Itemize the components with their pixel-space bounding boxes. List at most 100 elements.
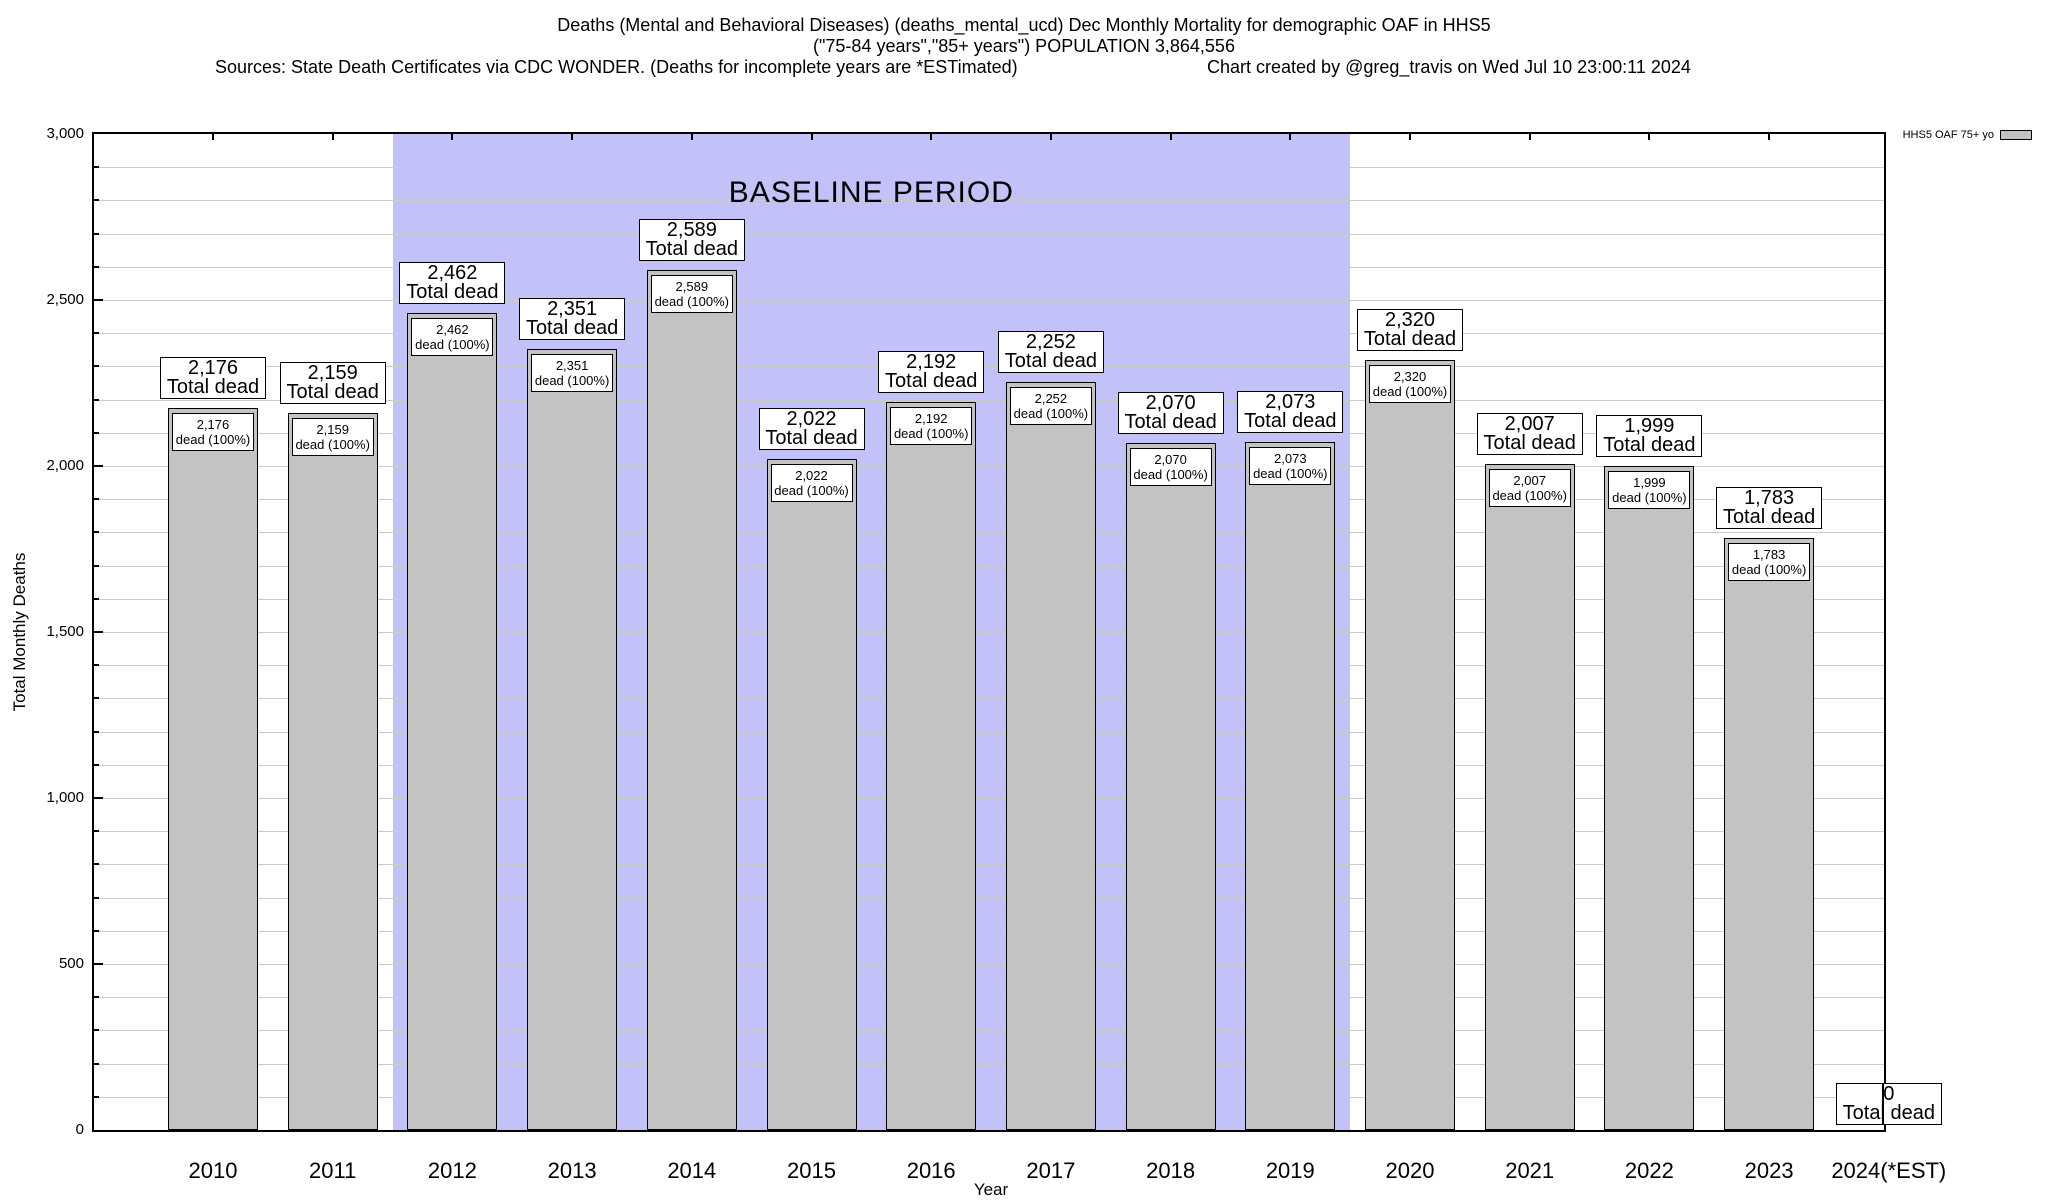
y-tick-mark bbox=[94, 398, 99, 401]
bar-value-callout-2014: 2,589 Total dead bbox=[638, 219, 745, 262]
y-gridline bbox=[94, 764, 1884, 766]
y-tick-mark bbox=[94, 963, 103, 965]
y-tick-mark bbox=[94, 1095, 99, 1098]
bar-inner-label-2014: 2,589 dead (100%) bbox=[650, 275, 733, 314]
bar-2011 bbox=[287, 413, 378, 1130]
y-tick-mark bbox=[94, 564, 99, 567]
y-gridline bbox=[94, 432, 1884, 434]
y-gridline bbox=[94, 1096, 1884, 1098]
callout-suffix: Total dead bbox=[1004, 350, 1098, 373]
bar-value-callout-2023: 1,783 Total dead bbox=[1716, 487, 1823, 530]
inner-label-suffix: dead (100%) bbox=[415, 336, 490, 352]
callout-value: 2,073 bbox=[1265, 390, 1316, 413]
callout-value: 2,007 bbox=[1504, 412, 1555, 435]
inner-label-value: 2,070 bbox=[1154, 451, 1187, 467]
y-tick-label-2500: 2,500 bbox=[46, 291, 84, 308]
bar-value-callout-2017: 2,252 Total dead bbox=[997, 331, 1104, 374]
y-tick-label-500: 500 bbox=[58, 955, 84, 972]
bar-inner-label-2020: 2,320 dead (100%) bbox=[1369, 364, 1451, 403]
y-gridline bbox=[94, 897, 1884, 899]
bar-2012 bbox=[407, 312, 498, 1130]
inner-label-value: 2,007 bbox=[1513, 472, 1546, 488]
bar-2010 bbox=[168, 407, 258, 1130]
y-tick-mark bbox=[94, 996, 99, 999]
x-tick-mark bbox=[1768, 134, 1771, 140]
bar-2018 bbox=[1125, 442, 1216, 1130]
callout-value: 2,022 bbox=[786, 407, 837, 430]
inner-label-suffix: dead (100%) bbox=[534, 373, 610, 389]
y-gridline bbox=[94, 864, 1884, 866]
x-tick-mark bbox=[810, 134, 813, 140]
x-tick-label-2017: 2017 bbox=[1026, 1158, 1076, 1183]
inner-label-value: 2,589 bbox=[675, 279, 709, 295]
bar-2016 bbox=[886, 402, 977, 1130]
inner-label-suffix: dead (100%) bbox=[1731, 562, 1807, 578]
callout-value: 2,252 bbox=[1025, 331, 1076, 354]
bar-inner-label-2023: 1,783 dead (100%) bbox=[1728, 543, 1811, 582]
inner-label-suffix: dead (100%) bbox=[175, 431, 251, 447]
y-gridline bbox=[94, 300, 1884, 301]
x-tick-mark bbox=[331, 134, 334, 140]
bar-inner-label-2018: 2,070 dead (100%) bbox=[1129, 447, 1212, 486]
baseline-period-label: BASELINE PERIOD bbox=[728, 176, 1014, 209]
callout-value: 2,070 bbox=[1145, 391, 1196, 414]
bar-2013 bbox=[527, 349, 618, 1130]
y-gridline bbox=[94, 930, 1884, 932]
bar-2021 bbox=[1484, 463, 1575, 1130]
callout-value: 2,159 bbox=[307, 362, 358, 385]
callout-suffix: Total dead bbox=[406, 280, 499, 303]
inner-label-value: 2,022 bbox=[795, 467, 828, 483]
chart-credit-note: Chart created by @greg_travis on Wed Jul… bbox=[1207, 57, 1691, 77]
bar-2017 bbox=[1005, 382, 1096, 1130]
x-tick-label-2022: 2022 bbox=[1624, 1158, 1674, 1183]
inner-label-suffix: dead (100%) bbox=[1612, 490, 1687, 506]
inner-label-suffix: dead (100%) bbox=[1253, 465, 1328, 481]
inner-label-value: 2,351 bbox=[555, 358, 589, 374]
y-gridline bbox=[94, 1063, 1884, 1065]
y-tick-mark bbox=[94, 1029, 99, 1032]
y-tick-mark bbox=[94, 830, 99, 833]
bar-value-callout-2020: 2,320 Total dead bbox=[1357, 308, 1463, 351]
callout-value: 2,192 bbox=[906, 351, 957, 374]
x-tick-label-2012: 2012 bbox=[427, 1158, 477, 1183]
y-gridline bbox=[94, 997, 1884, 999]
bar-2015 bbox=[766, 458, 857, 1130]
x-tick-mark bbox=[1049, 134, 1052, 140]
y-tick-mark bbox=[94, 896, 99, 899]
callout-value: 1,783 bbox=[1744, 487, 1795, 510]
y-tick-label-0: 0 bbox=[75, 1121, 84, 1138]
y-tick-mark bbox=[94, 465, 103, 467]
y-gridline bbox=[94, 731, 1884, 733]
x-tick-label-2024(*EST): 2024(*EST) bbox=[1831, 1158, 1947, 1183]
y-tick-mark bbox=[94, 531, 99, 534]
callout-value: 2,320 bbox=[1384, 308, 1436, 331]
x-axis-title: Year bbox=[973, 1180, 1009, 1199]
y-tick-mark bbox=[94, 498, 99, 501]
y-tick-mark bbox=[94, 365, 99, 368]
bar-2014 bbox=[646, 270, 737, 1130]
inner-label-suffix: dead (100%) bbox=[1133, 466, 1208, 482]
y-tick-mark bbox=[94, 929, 99, 932]
inner-label-value: 2,176 bbox=[196, 416, 230, 432]
plot-right-border-overlay bbox=[1882, 1083, 1884, 1125]
bar-inner-label-2013: 2,351 dead (100%) bbox=[531, 354, 614, 393]
y-gridline bbox=[94, 466, 1884, 467]
bar-inner-label-2015: 2,022 dead (100%) bbox=[770, 463, 853, 502]
callout-value: 2,589 bbox=[666, 219, 717, 242]
y-gridline bbox=[94, 964, 1884, 965]
y-gridline bbox=[94, 333, 1884, 335]
bar-inner-label-2017: 2,252 dead (100%) bbox=[1009, 387, 1092, 426]
x-tick-mark bbox=[451, 134, 454, 140]
callout-suffix: Total dead bbox=[1722, 506, 1816, 529]
callout-suffix: Total dead bbox=[1363, 327, 1457, 350]
y-gridline bbox=[94, 665, 1884, 667]
callout-value: 0 bbox=[1883, 1083, 1895, 1105]
y-tick-mark bbox=[94, 797, 103, 799]
chart-title-line1: Deaths (Mental and Behavioral Diseases) … bbox=[557, 15, 1491, 35]
inner-label-value: 2,073 bbox=[1274, 450, 1307, 466]
legend: HHS5 OAF 75+ yo bbox=[1903, 129, 2032, 141]
bar-inner-label-2016: 2,192 dead (100%) bbox=[890, 407, 973, 446]
callout-value: 2,176 bbox=[187, 356, 239, 379]
bar-value-callout-2013: 2,351 Total dead bbox=[519, 298, 626, 341]
